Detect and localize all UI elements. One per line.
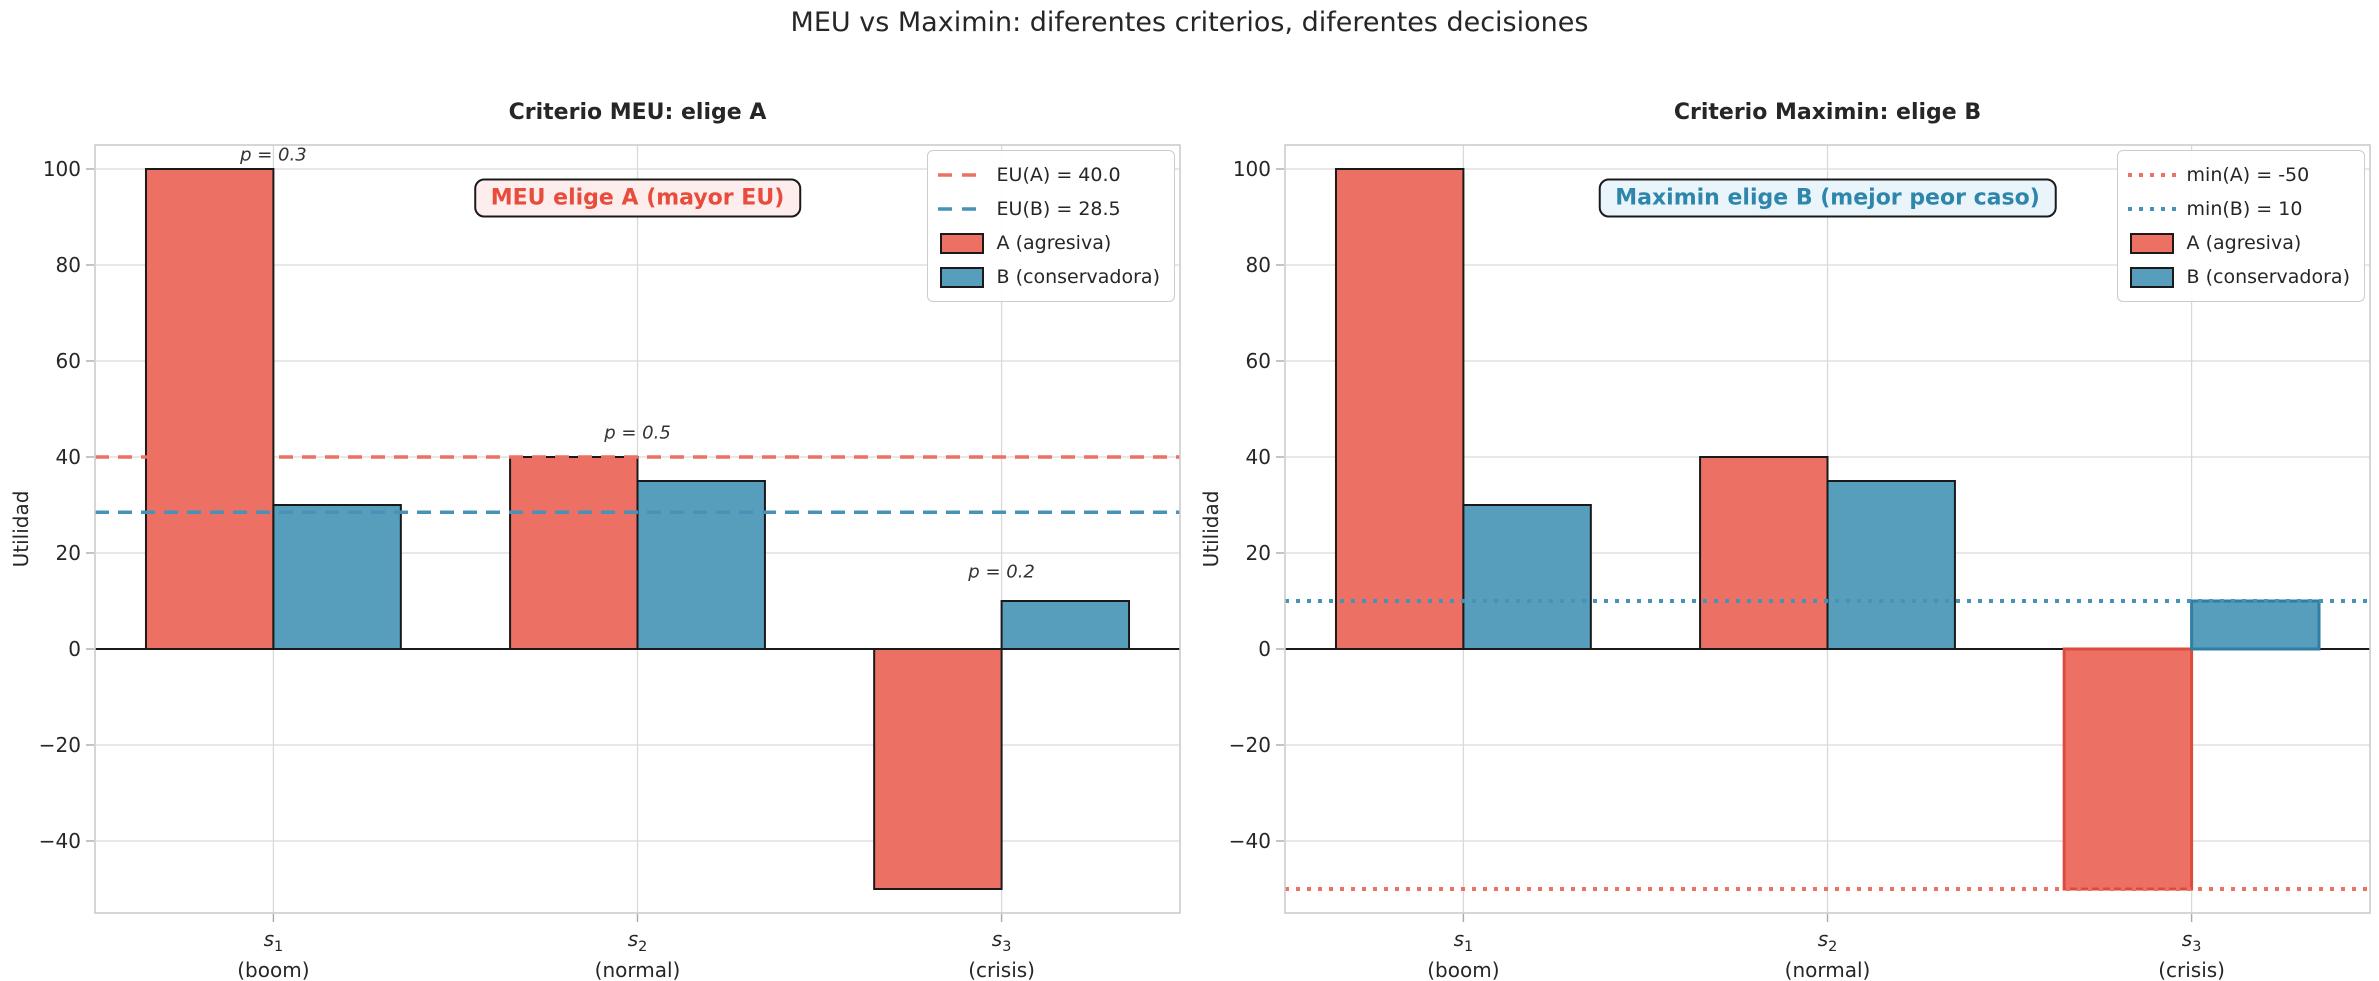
bar-series1-cat3 [2190, 599, 2321, 651]
legend-patch-icon [2129, 232, 2174, 254]
legend-patch-swatch [938, 232, 986, 254]
legend-line-icon [937, 207, 986, 211]
axes-border [94, 144, 1181, 914]
bar-series0-cat1 [1334, 168, 1465, 650]
bar-series1-cat2 [636, 480, 766, 650]
legend-row: A (agresiva) [938, 226, 1160, 260]
legend-line-icon [2127, 173, 2176, 177]
legend-line-swatch [937, 205, 986, 213]
ytick-label: −20 [1228, 733, 1271, 757]
legend-patch-icon [2129, 266, 2174, 288]
ytick-label: 80 [55, 253, 81, 277]
bar-series0-cat2 [1699, 456, 1829, 650]
ytick-label: 40 [1245, 445, 1271, 469]
figure-title: MEU vs Maximin: diferentes criterios, di… [790, 7, 1589, 38]
subplot-title: Criterio Maximin: elige B [1673, 100, 1982, 125]
subplot-maximin: Criterio Maximin: elige B Utilidad −40 −20 0… [1199, 100, 2371, 981]
legend-label: B (conservadora) [996, 266, 1160, 288]
legend-patch-icon [939, 232, 984, 254]
legend-patch-swatch [2128, 266, 2176, 288]
legend-label: A (agresiva) [996, 232, 1112, 254]
y-axis-label: Utilidad [9, 490, 33, 568]
axes-border [1284, 144, 2371, 914]
plot-area [86, 144, 1181, 922]
legend-label: EU(B) = 28.5 [996, 198, 1121, 220]
xtick-label: s1 (boom) [1427, 927, 1500, 981]
legend-row: A (agresiva) [2128, 226, 2350, 260]
probability-label: p = 0.5 [604, 422, 671, 444]
ytick-label: 20 [1245, 541, 1271, 565]
ytick-label: 60 [1245, 349, 1271, 373]
y-axis-label: Utilidad [1199, 490, 1223, 568]
legend-line-swatch [937, 171, 986, 179]
ytick-label: −20 [38, 733, 81, 757]
legend-patch-icon [939, 266, 984, 288]
ytick-label: −40 [1228, 829, 1271, 853]
xtick-label: s3 (crisis) [968, 927, 1035, 981]
ytick-label: 20 [55, 541, 81, 565]
xtick-label: s1 (boom) [237, 927, 310, 981]
bar-series1-cat1 [272, 504, 402, 650]
bar-series1-cat3 [1000, 600, 1131, 650]
legend: min(A) = -50 min(B) = 10 A (agresiva) B (co… [2116, 150, 2365, 302]
ytick-label: 60 [55, 349, 81, 373]
probability-label: p = 0.3 [240, 144, 307, 166]
decision-callout: Maximin elige B (mejor peor caso) [1598, 178, 2057, 218]
bar-series1-cat2 [1826, 480, 1956, 650]
ytick-label: −40 [38, 829, 81, 853]
legend-line-swatch [2127, 171, 2176, 179]
ytick-label: 80 [1245, 253, 1271, 277]
legend-row: EU(A) = 40.0 [937, 158, 1160, 192]
xtick-label: s2 (normal) [1784, 927, 1871, 981]
decision-callout: MEU elige A (mayor EU) [473, 178, 802, 218]
ytick-label: 100 [1232, 157, 1271, 181]
legend-line-icon [937, 173, 986, 177]
ytick-label: 0 [68, 637, 81, 661]
xtick-label: s3 (crisis) [2158, 927, 2225, 981]
legend-row: min(A) = -50 [2127, 158, 2350, 192]
legend-row: EU(B) = 28.5 [937, 192, 1160, 226]
subplot-meu: Criterio MEU: elige A Utilidad −40 −20 0 20 40… [9, 100, 1181, 981]
plot-area [1276, 144, 2371, 922]
legend-row: min(B) = 10 [2127, 192, 2350, 226]
legend-label: min(A) = -50 [2186, 164, 2310, 186]
legend-label: B (conservadora) [2186, 266, 2350, 288]
bar-series0-cat3 [2062, 647, 2194, 891]
bar-series0-cat1 [144, 168, 275, 650]
xtick-label: s2 (normal) [594, 927, 681, 981]
ytick-label: 100 [42, 157, 81, 181]
bar-series1-cat1 [1462, 504, 1592, 650]
legend-label: A (agresiva) [2186, 232, 2302, 254]
legend-row: B (conservadora) [938, 260, 1160, 294]
legend-patch-swatch [2128, 232, 2176, 254]
legend: EU(A) = 40.0 EU(B) = 28.5 A (agresiva) B (c… [926, 150, 1175, 302]
legend-line-swatch [2127, 205, 2176, 213]
bar-series0-cat2 [509, 456, 639, 650]
ytick-label: 0 [1258, 637, 1271, 661]
probability-label: p = 0.2 [968, 561, 1035, 583]
legend-line-icon [2127, 207, 2176, 211]
bar-series0-cat3 [873, 648, 1003, 890]
legend-patch-swatch [938, 266, 986, 288]
subplot-title: Criterio MEU: elige A [508, 100, 767, 125]
legend-label: min(B) = 10 [2186, 198, 2303, 220]
legend-row: B (conservadora) [2128, 260, 2350, 294]
legend-label: EU(A) = 40.0 [996, 164, 1121, 186]
ytick-label: 40 [55, 445, 81, 469]
